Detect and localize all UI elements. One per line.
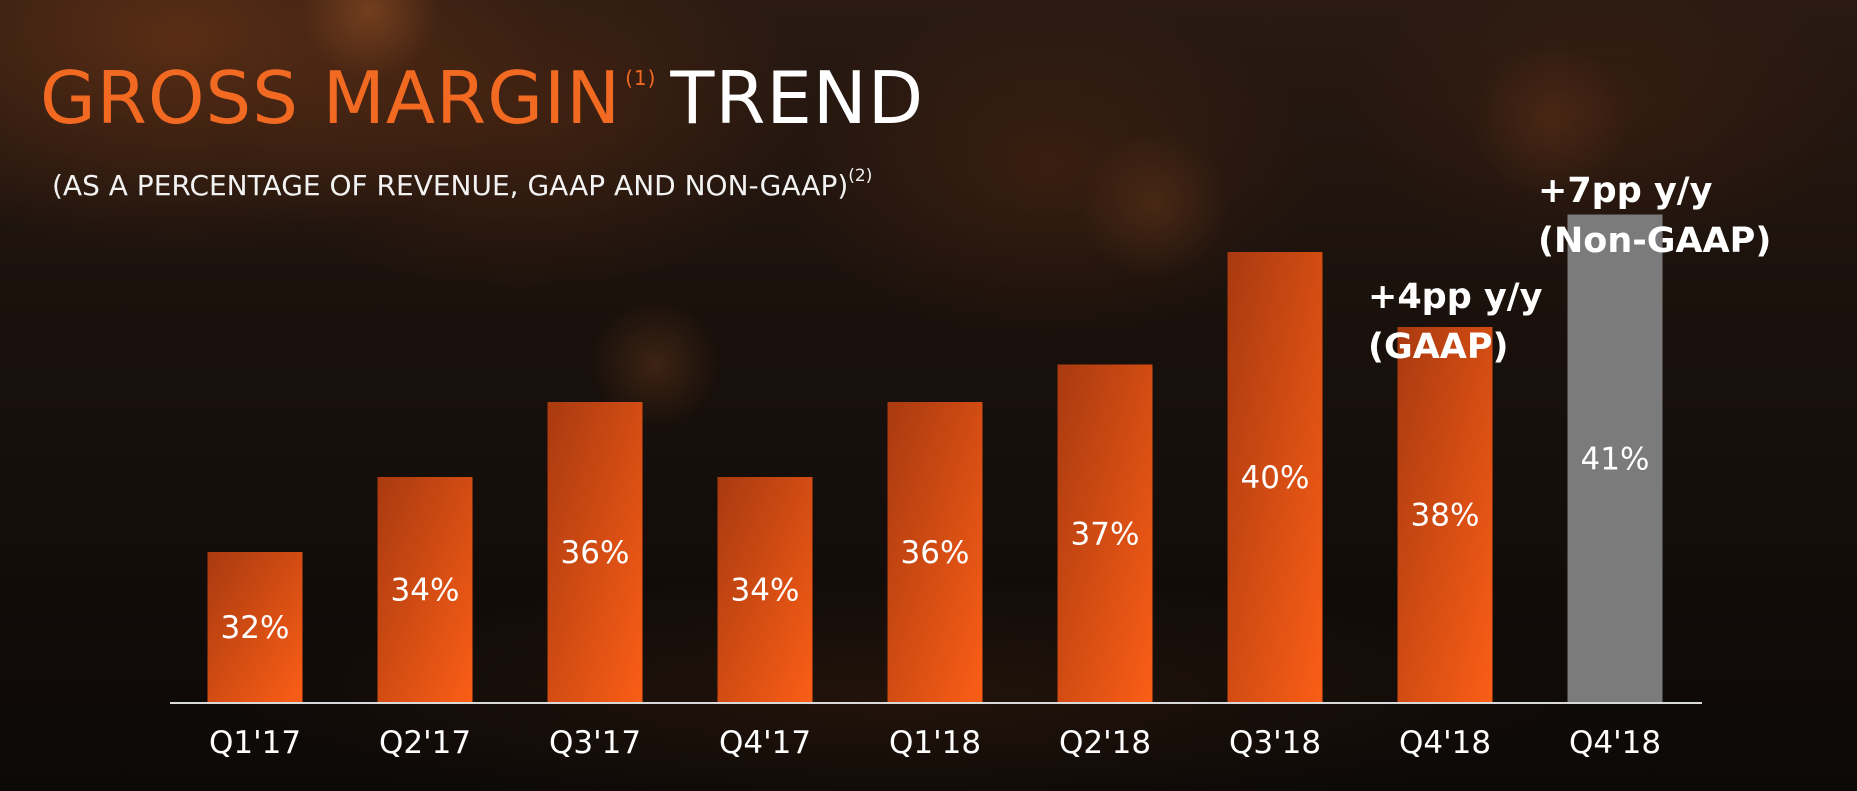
bar-value-label: 37% bbox=[1071, 516, 1140, 552]
bar bbox=[887, 402, 983, 702]
category-label: Q1'18 bbox=[889, 725, 981, 761]
bar bbox=[207, 552, 303, 702]
subtitle-footnote-marker: (2) bbox=[848, 166, 873, 186]
page-title: GROSS MARGIN (1) TREND bbox=[40, 62, 924, 134]
bar-value-label: 40% bbox=[1241, 460, 1310, 496]
page-subtitle: (AS A PERCENTAGE OF REVENUE, GAAP AND NO… bbox=[52, 168, 872, 200]
bar-value-label: 41% bbox=[1581, 441, 1650, 477]
title-rest: TREND bbox=[670, 56, 925, 140]
bar-non-gaap bbox=[1567, 214, 1663, 702]
category-label: Q3'18 bbox=[1229, 725, 1321, 761]
bar bbox=[1397, 327, 1493, 702]
category-label: Q1'17 bbox=[209, 725, 301, 761]
non-gaap-annotation: +7pp y/y (Non-GAAP) bbox=[1538, 166, 1771, 266]
gaap-annotation: +4pp y/y (GAAP) bbox=[1368, 272, 1542, 372]
bar bbox=[377, 477, 473, 702]
bar bbox=[1227, 252, 1323, 702]
bar bbox=[547, 402, 643, 702]
bar-value-label: 36% bbox=[901, 535, 970, 571]
bar-value-label: 34% bbox=[391, 573, 460, 609]
category-labels: Q1'17 Q2'17 Q3'17 Q4'17 Q1'18 Q2'18 Q3'18 Q4'18… bbox=[209, 725, 1661, 761]
bar-value-label: 32% bbox=[221, 610, 290, 646]
bar bbox=[717, 477, 813, 702]
bar-group: 32% 34% 36% 34% 36% 37% 40% 38% 41% bbox=[207, 214, 1663, 702]
bar bbox=[1057, 364, 1153, 702]
category-label: Q2'18 bbox=[1059, 725, 1151, 761]
category-label: Q4'18 bbox=[1399, 725, 1491, 761]
category-label: Q4'17 bbox=[719, 725, 811, 761]
gaap-annotation-line1: +4pp y/y bbox=[1368, 277, 1543, 317]
bar-value-label: 38% bbox=[1411, 498, 1480, 534]
category-label: Q2'17 bbox=[379, 725, 471, 761]
bar-value-label: 36% bbox=[561, 535, 630, 571]
subtitle-text: (AS A PERCENTAGE OF REVENUE, GAAP AND NO… bbox=[52, 169, 849, 202]
title-footnote-marker: (1) bbox=[625, 66, 657, 90]
gaap-annotation-line2: (GAAP) bbox=[1368, 327, 1509, 367]
non-gaap-annotation-line1: +7pp y/y bbox=[1538, 171, 1713, 211]
bar-value-label: 34% bbox=[731, 573, 800, 609]
category-label: Q3'17 bbox=[549, 725, 641, 761]
title-accent: GROSS MARGIN bbox=[40, 56, 622, 140]
category-label: Q4'18 bbox=[1569, 725, 1661, 761]
non-gaap-annotation-line2: (Non-GAAP) bbox=[1538, 221, 1772, 261]
